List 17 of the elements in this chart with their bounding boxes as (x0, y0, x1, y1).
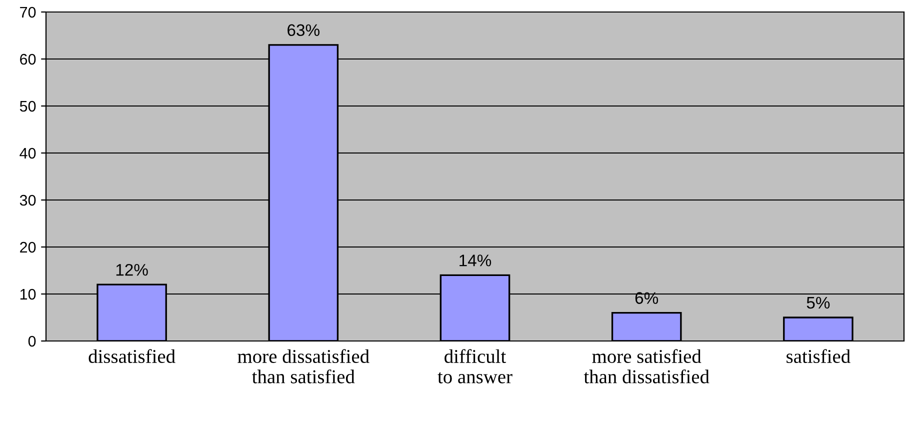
y-tick-label: 70 (20, 6, 36, 18)
data-label: 5% (806, 296, 830, 309)
data-label: 63% (288, 24, 320, 36)
y-tick-label: 60 (20, 54, 36, 65)
x-tick-label: more dissatisfied than satisfied (238, 349, 370, 384)
x-tick-label: difficult to answer (438, 349, 512, 384)
x-tick-label: satisfied (786, 349, 850, 364)
y-tick-label: 40 (20, 148, 36, 159)
x-tick-label: more satisfied than dissatisfied (584, 349, 710, 384)
data-label: 14% (460, 254, 492, 266)
x-tick-label: dissatisfied (88, 349, 176, 364)
y-tick-label: 20 (20, 242, 36, 253)
y-tick-label: 30 (20, 194, 36, 206)
data-label: 12% (116, 264, 148, 276)
y-tick-label: 0 (28, 336, 36, 347)
y-tick-label: 10 (20, 288, 36, 300)
y-tick-label: 50 (20, 100, 36, 112)
